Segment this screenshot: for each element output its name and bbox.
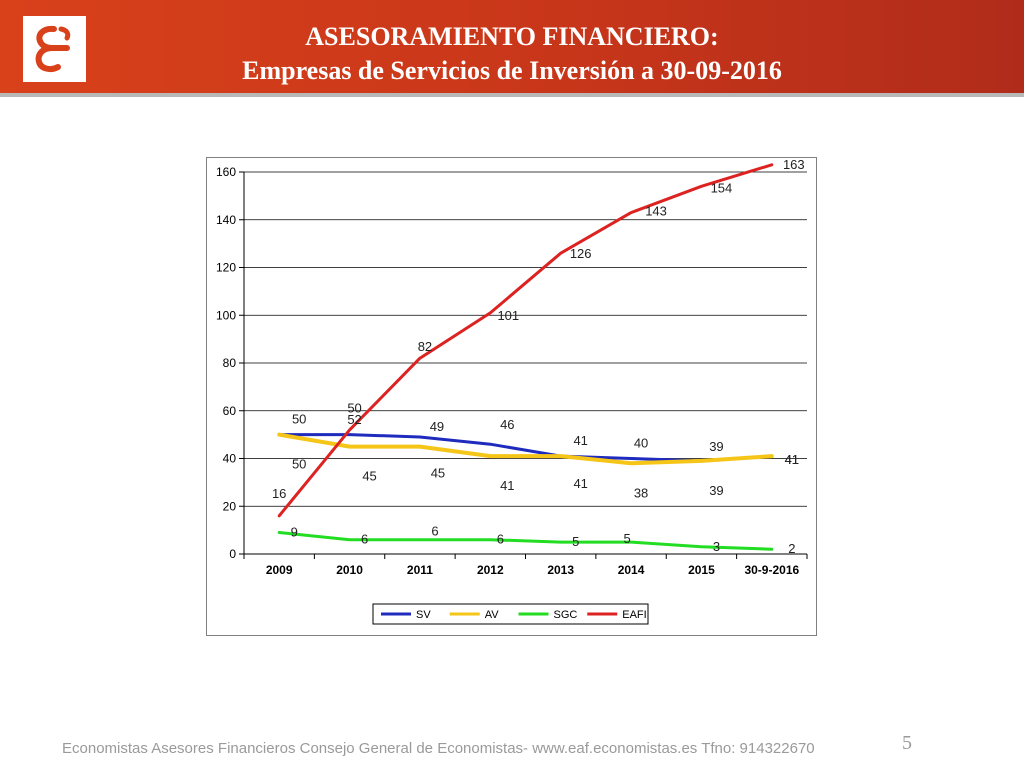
data-label-sgc: 3	[713, 539, 720, 554]
series-line-eafi	[277, 163, 774, 518]
series-line-av	[277, 432, 774, 466]
x-tick-label: 2013	[547, 563, 574, 577]
chart-container: 0 20 40 60 80 100 120 140 160 2009 2010 2011 2012 201…	[206, 157, 817, 636]
data-label-eafi: 163	[783, 157, 805, 172]
data-label-eafi: 101	[497, 308, 519, 323]
y-tick-label: 60	[223, 404, 237, 418]
data-label-sv: 50	[292, 412, 306, 427]
data-label-eafi: 126	[570, 246, 592, 261]
y-tick-label: 120	[216, 261, 236, 275]
data-label-sgc: 9	[291, 525, 298, 540]
data-label-eafi: 154	[711, 180, 733, 195]
x-tick-label: 2009	[266, 563, 293, 577]
slide-header	[0, 0, 1024, 93]
y-tick-label: 20	[223, 499, 237, 513]
data-label-eafi: 52	[347, 412, 361, 427]
data-label-sv: 46	[500, 417, 514, 432]
y-tick-label: 160	[216, 165, 236, 179]
data-label-sv: 49	[430, 419, 444, 434]
data-label-sv: 40	[634, 436, 648, 451]
data-label-eafi: 143	[645, 204, 667, 219]
y-tick-label: 40	[223, 452, 237, 466]
data-label-sv: 39	[709, 439, 723, 454]
y-tick-label: 140	[216, 213, 236, 227]
data-label-av: 50	[292, 457, 306, 472]
data-label-eafi: 82	[418, 339, 432, 354]
data-label-av: 45	[431, 466, 445, 481]
data-label-sv: 41	[785, 452, 799, 467]
slide-title-line2: Empresas de Servicios de Inversión a 30-…	[242, 56, 782, 85]
y-tick-label: 80	[223, 356, 237, 370]
data-label-sgc: 5	[572, 534, 579, 549]
legend-box	[372, 603, 649, 625]
x-tick-label: 2012	[477, 563, 504, 577]
data-label-eafi: 16	[272, 486, 286, 501]
data-label-sgc: 2	[788, 541, 795, 556]
page-number: 5	[902, 732, 912, 754]
data-label-av: 39	[709, 483, 723, 498]
header-divider	[0, 93, 1024, 97]
legend-label-eafi: EAFI	[622, 609, 646, 621]
legend-label-av: AV	[485, 609, 500, 621]
data-label-sv: 41	[573, 433, 587, 448]
x-tick-label: 2014	[618, 563, 645, 577]
data-label-av: 38	[634, 485, 648, 500]
data-label-sgc: 6	[361, 532, 368, 547]
legend-label-sv: SV	[416, 609, 431, 621]
y-tick-label: 100	[216, 308, 236, 322]
footer-text: Economistas Asesores Financieros Consejo…	[62, 740, 815, 757]
data-label-sgc: 6	[431, 524, 438, 539]
legend-label-sgc: SGC	[554, 609, 578, 621]
chart-frame	[206, 157, 817, 636]
data-label-av: 41	[785, 452, 799, 467]
data-label-sv: 50	[347, 401, 361, 416]
data-label-sgc: 5	[623, 531, 630, 546]
y-tick-label: 0	[229, 547, 236, 561]
data-label-av: 41	[500, 478, 514, 493]
x-tick-label: 30-9-2016	[744, 563, 799, 577]
series-line-sgc	[277, 531, 774, 551]
economistas-logo-icon	[23, 16, 86, 82]
data-label-av: 45	[362, 469, 376, 484]
x-tick-label: 2015	[688, 563, 715, 577]
x-tick-label: 2011	[407, 563, 433, 577]
data-label-av: 41	[573, 476, 587, 491]
data-label-sgc: 6	[497, 532, 504, 547]
line-chart: 0 20 40 60 80 100 120 140 160 2009 2010 2011 2012 201…	[206, 157, 817, 636]
slide-title-line1: ASESORAMIENTO FINANCIERO:	[305, 22, 719, 51]
x-tick-label: 2010	[336, 563, 363, 577]
